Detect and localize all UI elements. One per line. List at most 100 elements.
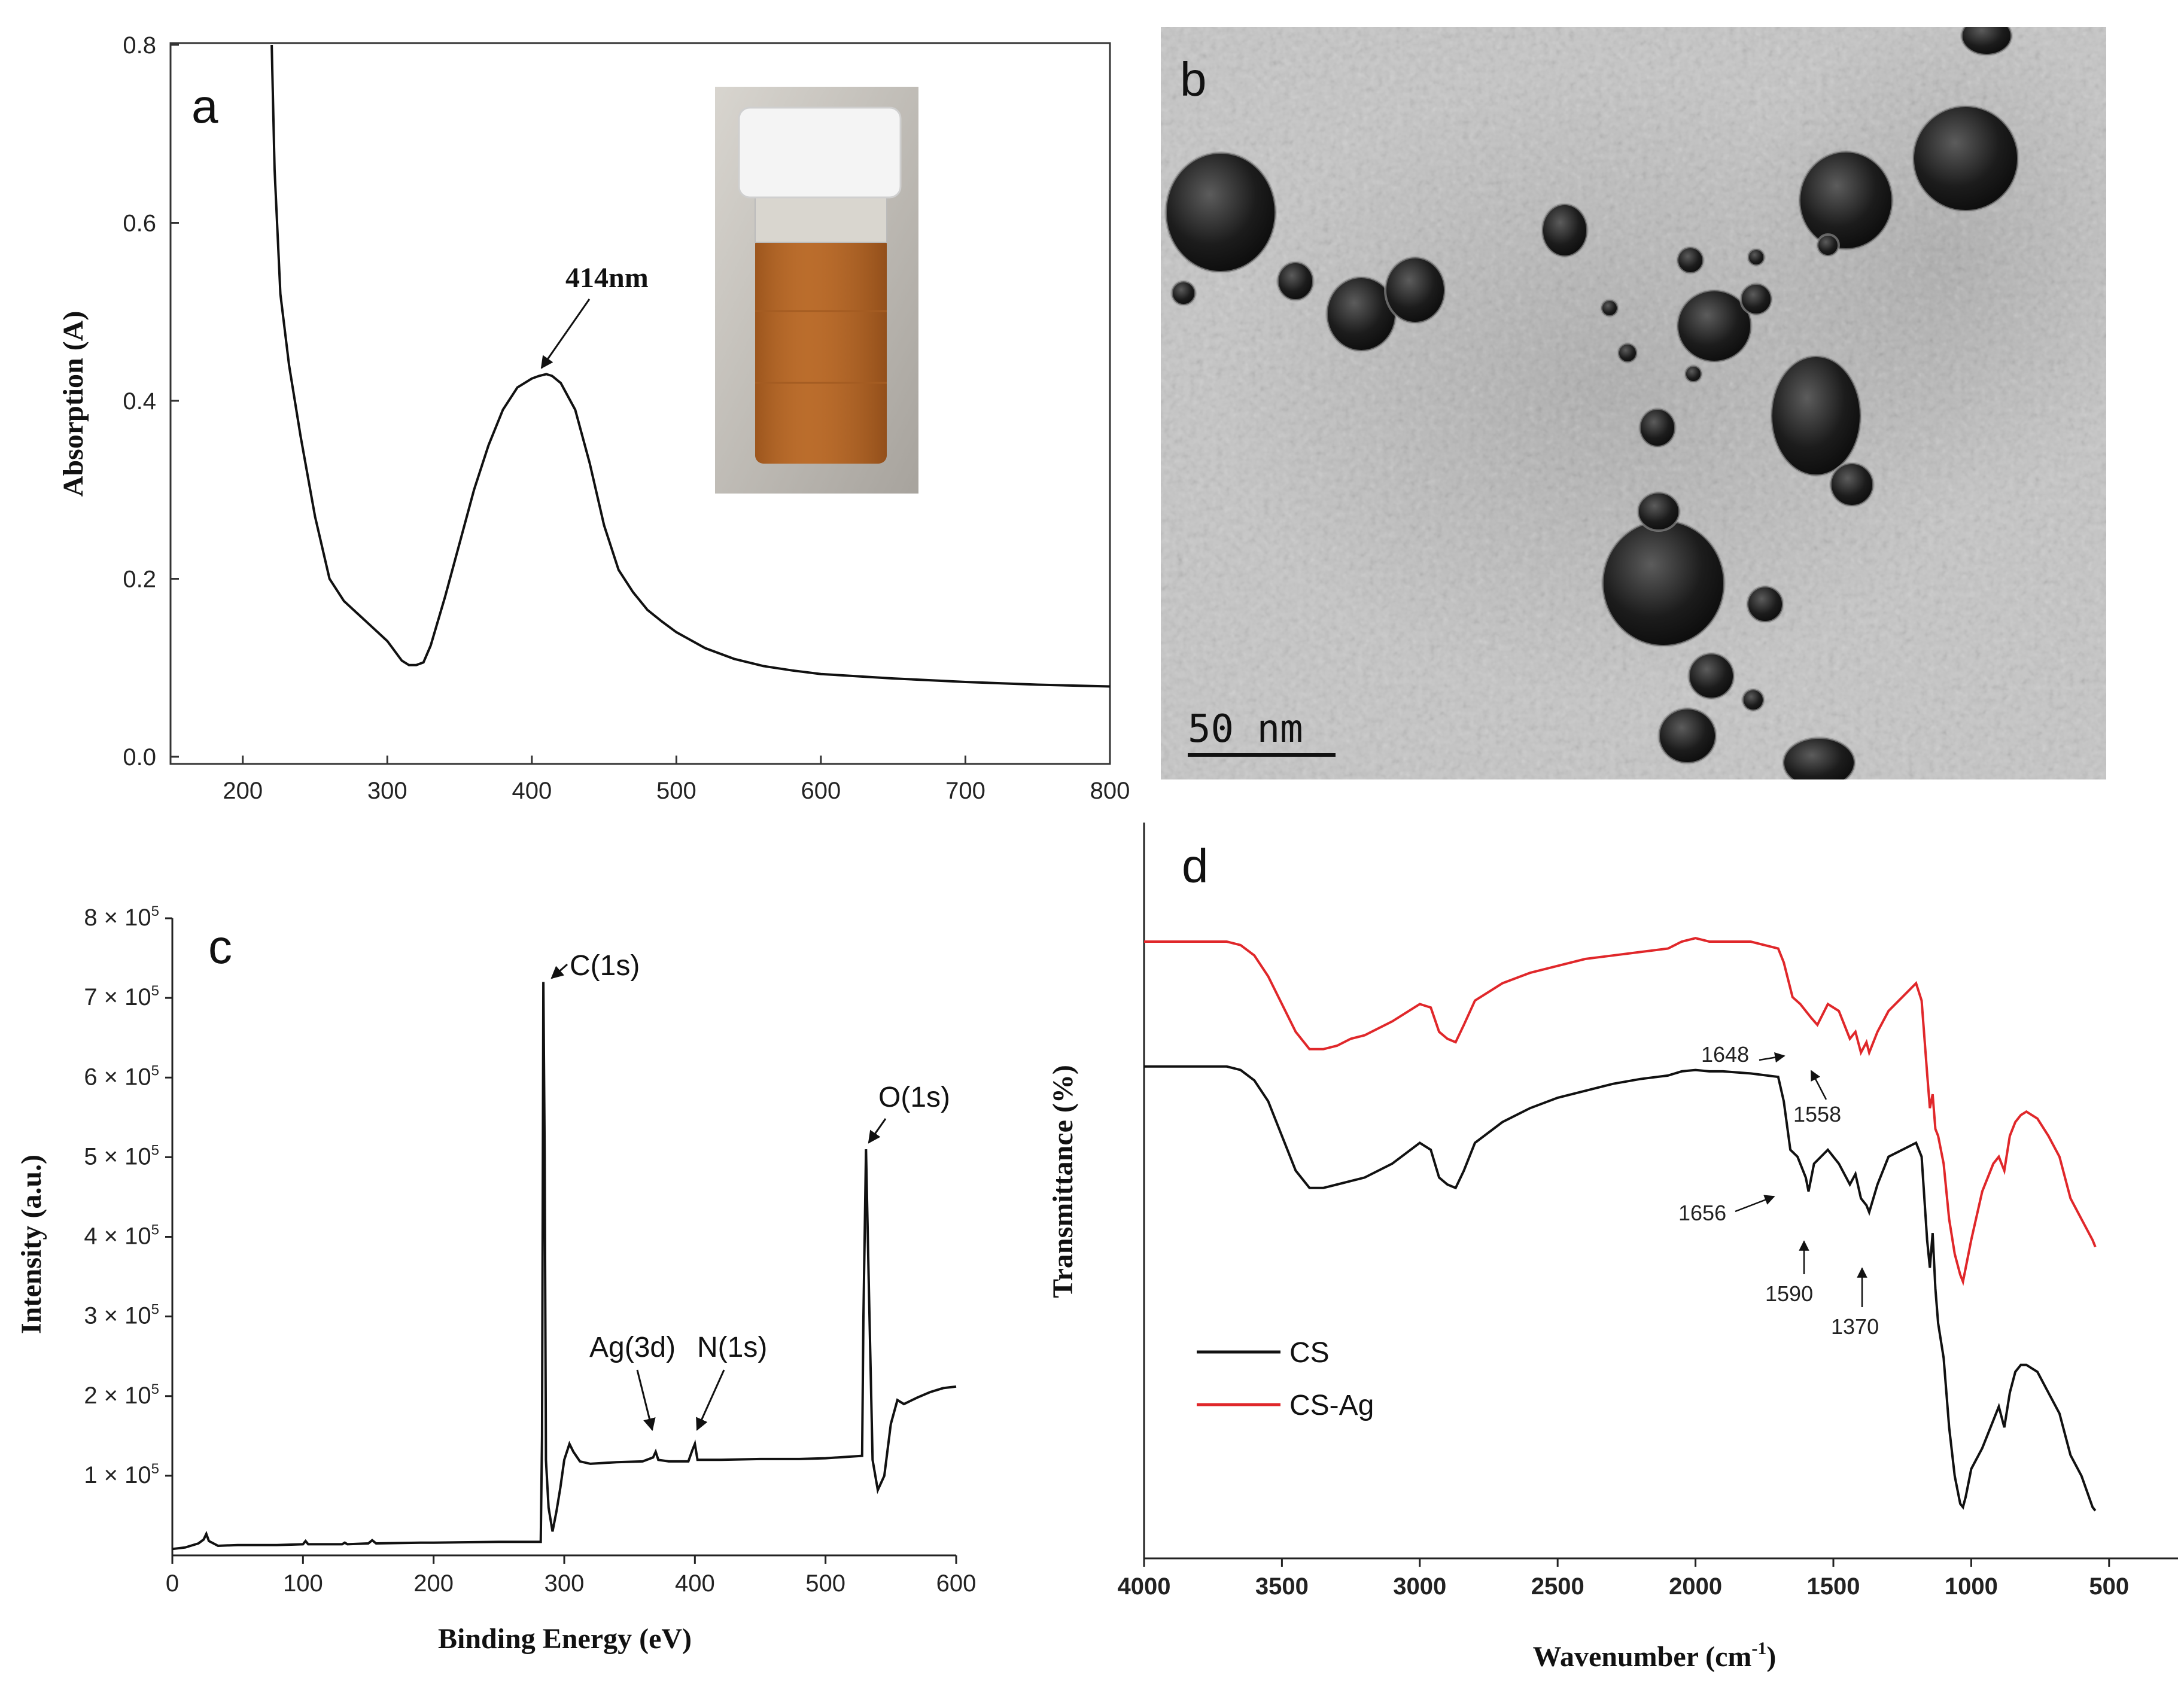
nanoparticle	[1384, 256, 1446, 324]
panel-a-x-tick-label: 600	[801, 778, 841, 804]
vial-photo-inset	[715, 87, 918, 494]
nanoparticle	[1960, 27, 2013, 56]
panel-d-label: d	[1182, 839, 1209, 893]
panel-c-y-tick-label: 4 × 105	[84, 1222, 159, 1250]
panel-c-x-tick-label: 200	[413, 1570, 454, 1597]
panel-a-label: a	[191, 80, 218, 133]
panel-a-y-tick-label: 0.8	[123, 32, 156, 59]
panel-d-y-axis-label: Transmittance (%)	[1047, 1065, 1079, 1298]
panel-d-x-tick-label: 3500	[1255, 1573, 1309, 1600]
nanoparticle	[1601, 519, 1726, 647]
peak-1558-label: 1558	[1793, 1102, 1841, 1126]
panel-a-axes: 200 300 400 500 600 700 800 0.0 0.2 0.4 0.6 0.8	[123, 32, 1130, 804]
nanoparticle	[1770, 355, 1862, 477]
nanoparticle	[1638, 407, 1677, 448]
panel-a-x-tick-label: 500	[656, 778, 696, 804]
o1s-label: O(1s)	[878, 1082, 950, 1113]
peak-1656-arrow	[1735, 1195, 1775, 1213]
peak-1648-arrow	[1759, 1052, 1785, 1063]
panel-d-x-tick-label: 4000	[1118, 1573, 1171, 1600]
panel-a-x-tick-label: 300	[367, 778, 407, 804]
panel-a-y-tick-label: 0.4	[123, 388, 156, 415]
panel-a-absorption-curve	[270, 44, 1111, 688]
c1s-arrow	[550, 963, 568, 979]
nanoparticle	[1676, 289, 1753, 363]
panel-c-x-tick-label: 400	[675, 1570, 715, 1597]
nanoparticle	[1687, 652, 1735, 700]
nanoparticle	[1747, 248, 1766, 267]
scale-bar-label: 50 nm	[1188, 707, 1303, 751]
o1s-arrow	[868, 1118, 887, 1144]
nanoparticle	[1637, 491, 1681, 532]
panel-d-x-tick-label: 3000	[1393, 1573, 1446, 1600]
panel-a: a 200 300 400 500 600 700 800 0.0 0.2 0.4 0.6 0.8 A…	[57, 32, 1130, 804]
nanoparticle	[1276, 261, 1315, 302]
panel-a-x-tick-label: 400	[512, 778, 552, 804]
panel-c-y-tick-label: 8 × 105	[84, 903, 159, 931]
panel-c-y-tick-label: 6 × 105	[84, 1062, 159, 1090]
legend-label-cs-ag: CS-Ag	[1289, 1390, 1374, 1421]
nanoparticle	[1739, 282, 1773, 316]
panel-d-x-tick-label: 1000	[1945, 1573, 1998, 1600]
n1s-label: N(1s)	[697, 1332, 767, 1363]
panel-d-axes: 4000 3500 3000 2500 2000 1500 1000 500	[1118, 1558, 2129, 1600]
panel-c-xps-survey-curve	[172, 982, 957, 1551]
legend-label-cs: CS	[1289, 1337, 1330, 1369]
nanoparticle	[1164, 151, 1277, 273]
panel-d-cs-ag-curve	[1144, 937, 2097, 1286]
panel-c-x-axis-label: Binding Energy (eV)	[438, 1623, 692, 1655]
panel-d-cs-curve	[1144, 1065, 2097, 1512]
nanoparticle	[1829, 462, 1875, 507]
c1s-label: C(1s)	[570, 950, 640, 982]
peak-1370-label: 1370	[1831, 1314, 1879, 1339]
panel-c-y-axis-label: Intensity (a.u.)	[16, 1155, 47, 1334]
panel-c-y-tick-label: 3 × 105	[84, 1302, 159, 1329]
nanoparticle	[1170, 280, 1197, 306]
peak-1648-label: 1648	[1701, 1042, 1749, 1067]
panel-b-label: b	[1180, 53, 1207, 106]
panel-d-legend: CS CS-Ag	[1197, 1337, 1374, 1421]
panel-a-x-tick-label: 800	[1090, 778, 1130, 804]
panel-c-x-tick-label: 500	[805, 1570, 845, 1597]
panel-a-y-tick-label: 0.2	[123, 567, 156, 593]
nanoparticle	[1617, 342, 1638, 364]
panel-c-x-tick-label: 100	[283, 1570, 323, 1597]
panel-a-frame	[169, 42, 1111, 765]
panel-d-x-axis-label: Wavenumber (cm-1)	[1533, 1639, 1777, 1673]
panel-c: c 0 100 200 300 400 500 600 1 × 105 2 × 105 3 × 1…	[16, 903, 976, 1655]
nanoparticle	[1541, 203, 1589, 258]
panel-d-x-tick-label: 500	[2089, 1573, 2129, 1600]
ag3d-arrow	[636, 1369, 656, 1432]
peak-1590-label: 1590	[1765, 1281, 1813, 1306]
panel-a-peak-label: 414nm	[565, 262, 649, 294]
panel-d: d 4000 3500 3000 2500 2000 1500 1000 500 Wavenu…	[1047, 823, 2178, 1673]
nanoparticle	[1741, 688, 1765, 712]
nanoparticle	[1746, 585, 1784, 623]
panel-c-x-tick-label: 0	[166, 1570, 179, 1597]
panel-b: b 50 nm	[1161, 27, 2106, 779]
peak-1558-arrow	[1810, 1070, 1827, 1100]
panel-a-x-tick-label: 700	[945, 778, 985, 804]
peak-1656-label: 1656	[1678, 1201, 1726, 1225]
panel-d-x-tick-label: 2000	[1669, 1573, 1722, 1600]
nanoparticle	[1798, 150, 1894, 251]
panel-c-x-tick-label: 600	[936, 1570, 977, 1597]
panel-c-label: c	[208, 920, 232, 973]
panel-c-y-tick-label: 7 × 105	[84, 983, 159, 1010]
nanoparticle	[1816, 233, 1840, 257]
panel-a-y-tick-label: 0.0	[123, 744, 156, 771]
n1s-arrow	[696, 1369, 725, 1431]
panel-d-x-tick-label: 1500	[1807, 1573, 1860, 1600]
panel-d-x-tick-label: 2500	[1531, 1573, 1584, 1600]
tem-micrograph	[1161, 27, 2106, 779]
panel-c-y-tick-label: 2 × 105	[84, 1381, 159, 1409]
nanoparticle	[1600, 299, 1619, 318]
panel-c-y-tick-label: 5 × 105	[84, 1142, 159, 1170]
panel-a-y-tick-label: 0.6	[123, 211, 156, 237]
panel-a-y-axis-label: Absorption (A)	[57, 311, 89, 497]
nanoparticle	[1912, 105, 2019, 212]
nanoparticle	[1676, 246, 1705, 275]
panel-a-peak-arrow	[540, 299, 591, 369]
panel-a-x-tick-label: 200	[223, 778, 263, 804]
